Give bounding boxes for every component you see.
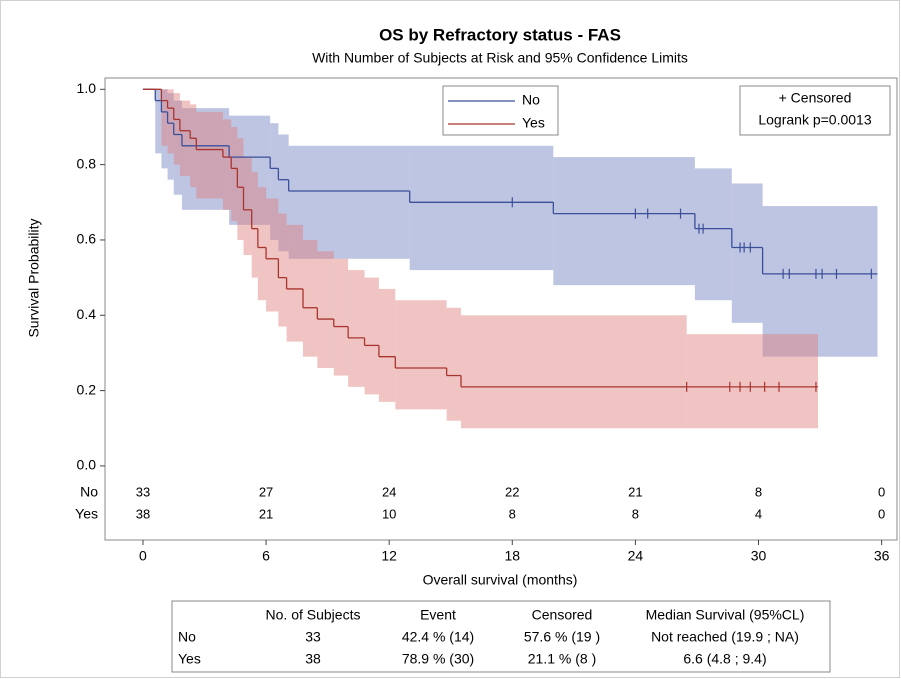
risk-count: 24 <box>382 484 396 499</box>
x-tick-label: 30 <box>751 548 767 564</box>
confidence-band <box>237 138 244 240</box>
confidence-band <box>173 93 180 165</box>
x-tick-label: 18 <box>504 548 520 564</box>
y-tick-label: 0.6 <box>77 231 97 247</box>
risk-count: 33 <box>136 484 150 499</box>
confidence-band <box>229 115 271 225</box>
legend-box <box>442 85 559 136</box>
risk-count: 8 <box>509 506 516 521</box>
inset-text: Logrank p=0.0013 <box>758 112 871 128</box>
confidence-band <box>243 157 252 256</box>
confidence-band <box>167 89 174 154</box>
legend-label: No <box>522 92 540 108</box>
confidence-band <box>155 89 162 154</box>
confidence-band <box>553 157 695 286</box>
confidence-band <box>288 145 410 259</box>
y-tick-label: 0.4 <box>77 306 97 322</box>
confidence-band <box>181 108 230 210</box>
confidence-band <box>460 315 687 429</box>
x-tick-label: 0 <box>139 548 147 564</box>
risk-count: 21 <box>628 484 642 499</box>
inset-box <box>739 85 891 136</box>
risk-count: 38 <box>136 506 150 521</box>
x-tick-label: 24 <box>628 548 644 564</box>
risk-count: 10 <box>382 506 396 521</box>
table-cell: Not reached (19.9 ; NA) <box>651 629 799 645</box>
confidence-band <box>364 277 379 395</box>
confidence-band <box>251 172 258 278</box>
confidence-band <box>179 100 191 176</box>
confidence-band <box>161 89 168 146</box>
y-tick-label: 0.0 <box>77 457 97 473</box>
confidence-band <box>317 251 334 369</box>
bands <box>155 89 878 429</box>
chart-title: OS by Refractory status - FAS <box>379 25 621 44</box>
y-tick-label: 0.2 <box>77 381 97 397</box>
risk-count: 8 <box>632 506 639 521</box>
y-tick-label: 1.0 <box>77 80 97 96</box>
confidence-band <box>446 307 461 421</box>
table-cell: 38 <box>305 651 321 667</box>
table-header: Censored <box>532 607 593 623</box>
confidence-band <box>266 198 279 312</box>
risk-count: 4 <box>755 506 762 521</box>
table-row-label: Yes <box>178 651 201 667</box>
plot-frame <box>104 77 898 541</box>
summary-table-frame <box>171 600 831 673</box>
table-cell: 21.1 % (8 ) <box>528 651 596 667</box>
confidence-band <box>161 89 168 169</box>
lines <box>142 88 878 392</box>
confidence-band <box>278 213 287 327</box>
table-cell: 78.9 % (30) <box>402 651 474 667</box>
risk-count: 0 <box>878 506 885 521</box>
table-cell: 33 <box>305 629 321 645</box>
risk-count: 27 <box>259 484 273 499</box>
confidence-band <box>286 224 303 342</box>
risk-count: 21 <box>259 506 273 521</box>
confidence-band <box>348 270 365 387</box>
confidence-band <box>762 206 878 357</box>
table-row-label: No <box>178 629 196 645</box>
confidence-band <box>378 288 396 402</box>
x-tick-label: 36 <box>874 548 890 564</box>
confidence-band <box>167 93 174 180</box>
confidence-band <box>173 100 182 195</box>
confidence-band <box>409 145 554 271</box>
confidence-band <box>395 300 447 410</box>
table-header: Event <box>420 607 456 623</box>
confidence-band <box>196 111 223 199</box>
inset-text: + Censored <box>779 90 852 106</box>
confidence-band <box>278 134 289 252</box>
risk-label: No <box>80 484 98 500</box>
confidence-band <box>686 334 819 429</box>
confidence-band <box>222 119 232 210</box>
table-header: No. of Subjects <box>266 607 361 623</box>
legend-label: Yes <box>522 115 545 131</box>
chart-subtitle: With Number of Subjects at Risk and 95% … <box>312 50 688 66</box>
confidence-band <box>731 183 763 323</box>
table-cell: 42.4 % (14) <box>402 629 474 645</box>
confidence-band <box>231 126 238 222</box>
confidence-band <box>270 123 279 240</box>
confidence-band <box>333 258 349 376</box>
x-axis-label: Overall survival (months) <box>423 572 578 588</box>
confidence-band <box>257 187 267 301</box>
confidence-band <box>694 168 732 301</box>
x-tick-label: 12 <box>381 548 397 564</box>
table-header: Median Survival (95%CL) <box>646 607 805 623</box>
table-cell: 57.6 % (19 ) <box>524 629 600 645</box>
confidence-band <box>303 239 318 357</box>
risk-label: Yes <box>75 506 98 522</box>
y-axis-label: Survival Probability <box>26 218 42 337</box>
table-cell: 6.6 (4.8 ; 9.4) <box>683 651 766 667</box>
risk-count: 22 <box>505 484 519 499</box>
y-tick-label: 0.8 <box>77 155 97 171</box>
risk-count: 0 <box>878 484 885 499</box>
risk-count: 8 <box>755 484 762 499</box>
x-tick-label: 6 <box>262 548 270 564</box>
